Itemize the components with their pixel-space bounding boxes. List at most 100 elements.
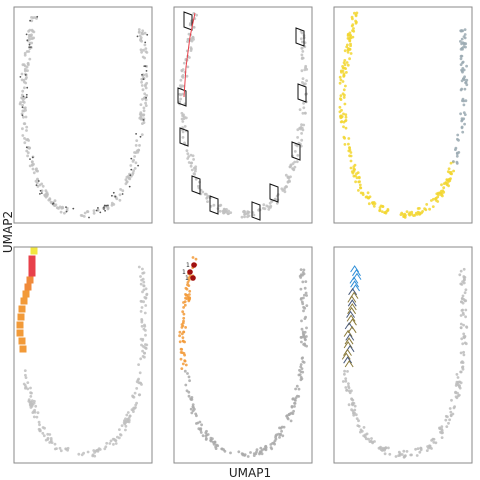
- cell-point: [127, 176, 131, 180]
- cell-point: [452, 406, 456, 410]
- cell-point: [304, 66, 307, 69]
- cell-point: [355, 176, 359, 180]
- cell-point: [23, 86, 26, 90]
- cell-point: [47, 198, 51, 202]
- cell-point: [339, 98, 343, 101]
- cell-point: [304, 82, 307, 86]
- cell-point: [371, 201, 374, 205]
- cell-point: [140, 300, 144, 303]
- cell-point: [386, 208, 390, 211]
- cell-point: [262, 447, 266, 451]
- cell-point: [125, 413, 129, 417]
- trajectory-square: [16, 329, 24, 337]
- cell-point: [278, 436, 281, 439]
- cell-point: [141, 32, 145, 36]
- cell-point: [20, 96, 24, 100]
- cell-point: [119, 188, 122, 191]
- velocity-arrow: [345, 344, 355, 353]
- cell-point: [463, 87, 467, 91]
- marker-dot: [26, 86, 29, 89]
- cell-point: [77, 452, 81, 456]
- cell-point: [118, 198, 122, 202]
- cell-point: [342, 112, 345, 116]
- cell-point: [183, 125, 187, 128]
- cell-point: [92, 209, 96, 213]
- cell-point: [194, 257, 198, 261]
- cell-point: [301, 77, 305, 80]
- cell-point: [388, 452, 392, 456]
- cell-point: [354, 180, 357, 184]
- cell-point: [301, 81, 304, 84]
- cell-point: [428, 444, 432, 448]
- cell-point: [30, 19, 34, 23]
- cell-point: [118, 428, 121, 431]
- cell-point: [283, 190, 287, 194]
- cell-point: [462, 77, 465, 81]
- marker-dot: [130, 168, 133, 171]
- marker-dot: [25, 33, 28, 36]
- cell-point: [269, 204, 273, 208]
- cell-point: [302, 361, 306, 364]
- cell-point: [407, 212, 411, 216]
- cell-point: [31, 411, 35, 414]
- cell-point: [349, 154, 353, 158]
- cell-point: [461, 308, 464, 312]
- cell-point: [124, 424, 128, 428]
- cell-point: [346, 50, 350, 54]
- cell-point: [133, 167, 137, 170]
- cell-point: [24, 376, 28, 379]
- cell-point: [341, 65, 344, 68]
- marker-dot: [29, 158, 31, 161]
- cell-point: [359, 186, 363, 190]
- cell-point: [141, 267, 144, 271]
- cell-point: [365, 432, 369, 436]
- cell-point: [192, 158, 196, 161]
- cell-point: [452, 169, 455, 173]
- cell-point: [181, 120, 185, 123]
- cell-point: [305, 326, 308, 330]
- cell-point: [179, 347, 183, 351]
- cell-point: [300, 53, 304, 57]
- cell-point: [184, 326, 188, 329]
- cell-point: [252, 454, 256, 457]
- cell-point: [356, 424, 360, 427]
- cell-point: [181, 74, 185, 77]
- cell-point: [218, 204, 222, 208]
- cell-point: [461, 130, 465, 134]
- cell-point: [131, 160, 135, 163]
- cell-point: [344, 126, 348, 130]
- cell-point: [83, 211, 87, 215]
- cell-point: [298, 274, 302, 278]
- cell-point: [124, 417, 127, 421]
- cell-point: [461, 47, 464, 51]
- cell-point: [48, 441, 52, 444]
- cell-point: [187, 161, 191, 164]
- cell-point: [46, 436, 50, 440]
- cell-point: [187, 298, 191, 302]
- cell-point: [30, 37, 33, 40]
- cell-point: [342, 125, 345, 129]
- velocity-arrow: [344, 337, 354, 345]
- cell-point: [299, 363, 303, 366]
- cell-point: [339, 120, 343, 124]
- cell-point: [258, 451, 262, 455]
- cell-point: [86, 450, 90, 454]
- cell-point: [142, 121, 146, 124]
- cell-point: [343, 143, 347, 146]
- marker-dot: [21, 106, 24, 109]
- cell-point: [140, 306, 144, 309]
- cell-point: [181, 92, 184, 96]
- cell-point: [449, 410, 453, 414]
- boundary-polygon: [179, 127, 189, 147]
- cell-point: [112, 437, 116, 441]
- cell-point: [96, 449, 100, 453]
- cell-point: [197, 427, 201, 431]
- cell-point: [342, 74, 346, 77]
- cell-point: [445, 425, 449, 428]
- cell-point: [182, 61, 186, 65]
- cell-point: [459, 351, 463, 355]
- cell-point: [349, 159, 353, 163]
- cell-point: [126, 411, 130, 414]
- cell-point: [26, 61, 30, 65]
- cell-point: [139, 103, 143, 106]
